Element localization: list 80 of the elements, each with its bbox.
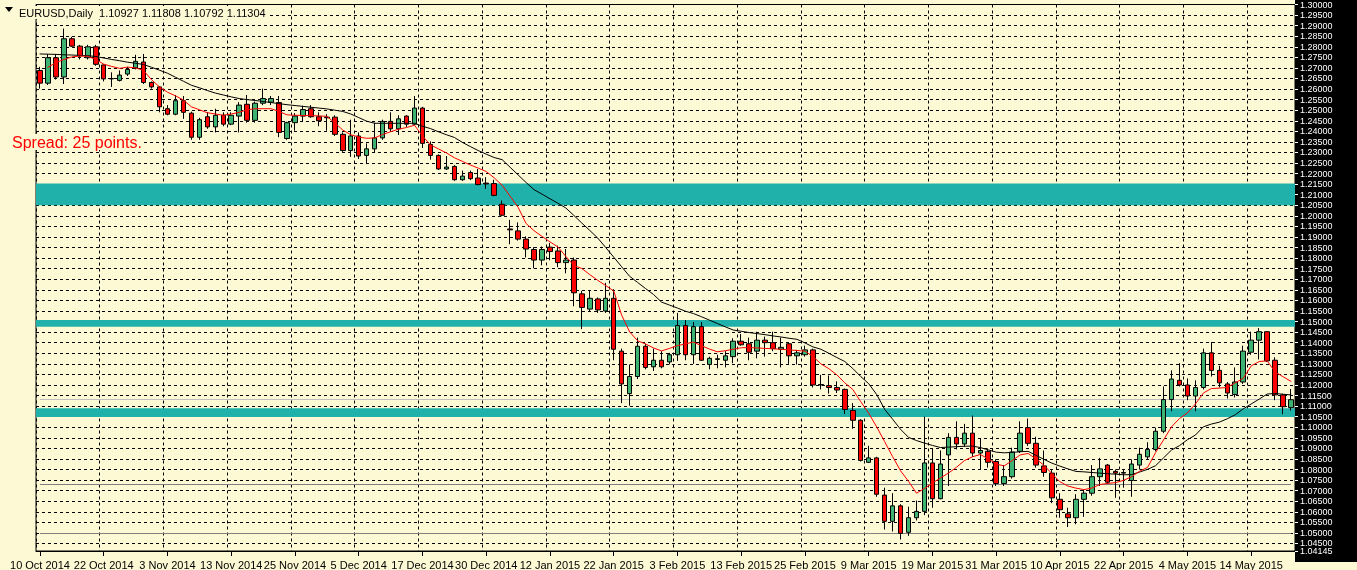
y-tick-label: 1.21000	[1300, 189, 1333, 200]
annotation: Spread: 25 points.	[12, 133, 142, 151]
y-tick-label: 1.04145	[1300, 546, 1333, 556]
x-tick-label: 22 Jan 2015	[583, 558, 644, 570]
x-tick-label: 4 May 2015	[1158, 558, 1217, 570]
y-tick-label: 1.25500	[1300, 94, 1333, 105]
y-tick-label: 1.14000	[1300, 337, 1333, 348]
candlestick	[197, 117, 202, 141]
y-tick-label: 1.10000	[1300, 422, 1333, 433]
y-tick-label: 1.15500	[1300, 305, 1333, 316]
y-tick-label: 1.14500	[1300, 327, 1333, 338]
chart-title: EURUSD,Daily 1.10927 1.11808 1.10792 1.11304	[19, 6, 266, 19]
y-tick-label: 1.18500	[1300, 242, 1333, 253]
y-tick-label: 1.09500	[1300, 432, 1333, 443]
y-tick-label: 1.18000	[1300, 253, 1333, 264]
y-tick-label: 1.24500	[1300, 115, 1333, 126]
y-tick-label: 1.19000	[1300, 232, 1333, 243]
x-tick-label: 3 Feb 2015	[649, 558, 706, 570]
y-tick-label: 1.17500	[1300, 263, 1333, 274]
y-tick-label: 1.17000	[1300, 274, 1333, 285]
y-tick-label: 1.05500	[1300, 517, 1333, 528]
y-tick-label: 1.23000	[1300, 147, 1333, 158]
y-tick-label: 1.26500	[1300, 73, 1333, 84]
y-tick-label: 1.16000	[1300, 295, 1333, 306]
y-tick-label: 1.27000	[1300, 62, 1333, 73]
y-tick-label: 1.13000	[1300, 358, 1333, 369]
x-tick-label: 30 Dec 2014	[455, 558, 518, 570]
y-tick-label: 1.20000	[1300, 210, 1333, 221]
y-tick-label: 1.15000	[1300, 316, 1333, 327]
y-tick-label: 1.11000	[1300, 401, 1332, 412]
y-tick-label: 1.06000	[1300, 506, 1333, 517]
y-tick-label: 1.08500	[1300, 453, 1333, 464]
y-tick-label: 1.25000	[1300, 105, 1333, 116]
y-tick-label: 1.13500	[1300, 348, 1333, 359]
y-tick-label: 1.07500	[1300, 475, 1333, 486]
x-tick-label: 10 Oct 2014	[10, 558, 70, 570]
x-tick-label: 31 Mar 2015	[965, 558, 1028, 570]
y-tick-label: 1.28000	[1300, 41, 1333, 52]
x-tick-label: 19 Mar 2015	[901, 558, 964, 570]
y-tick-label: 1.27500	[1300, 52, 1333, 63]
candlestick	[491, 179, 497, 197]
y-tick-label: 1.16500	[1300, 284, 1333, 295]
y-tick-label: 1.12500	[1300, 369, 1333, 380]
x-tick-label: 25 Feb 2015	[774, 558, 836, 570]
x-tick-label: 13 Feb 2015	[710, 558, 773, 570]
x-tick-label: 10 Apr 2015	[1030, 558, 1090, 570]
x-tick-label: 17 Dec 2014	[391, 558, 454, 570]
x-tick-label: 14 May 2015	[1219, 558, 1283, 570]
x-tick-label: 25 Nov 2014	[263, 558, 327, 570]
y-tick-label: 1.11500	[1300, 390, 1332, 401]
y-tick-label: 1.29500	[1300, 10, 1333, 21]
x-tick-label: 22 Oct 2014	[73, 558, 134, 570]
candlestick	[483, 176, 489, 190]
y-tick-label: 1.19500	[1300, 221, 1333, 232]
y-tick-label: 1.12000	[1300, 379, 1333, 390]
y-tick-label: 1.09000	[1300, 443, 1333, 454]
x-tick-label: 9 Mar 2015	[840, 558, 897, 570]
y-tick-label: 1.29000	[1300, 20, 1333, 31]
x-tick-label: 3 Nov 2014	[139, 558, 196, 570]
x-tick-label: 13 Nov 2014	[200, 558, 263, 570]
y-tick-label: 1.24000	[1300, 126, 1333, 137]
candlestick	[707, 356, 712, 370]
y-tick-label: 1.07000	[1300, 485, 1333, 496]
y-tick-label: 1.06500	[1300, 496, 1333, 507]
candlestick	[683, 319, 688, 361]
y-tick-label: 1.20500	[1300, 200, 1333, 211]
y-tick-label: 1.23500	[1300, 136, 1333, 147]
y-tick-label: 1.28500	[1300, 31, 1333, 42]
x-tick-label: 22 Apr 2015	[1094, 558, 1154, 570]
x-tick-label: 5 Dec 2014	[330, 558, 387, 570]
y-tick-label: 1.22500	[1300, 158, 1333, 169]
y-tick-label: 1.08000	[1300, 464, 1333, 475]
y-tick-label: 1.21500	[1300, 179, 1333, 190]
y-tick-label: 1.26000	[1300, 84, 1333, 95]
y-tick-label: 1.22000	[1300, 168, 1333, 179]
y-tick-label: 1.04500	[1300, 538, 1333, 549]
y-tick-label: 1.30000	[1300, 0, 1333, 10]
y-tick-label: 1.10500	[1300, 411, 1333, 422]
y-tick-label: 1.05000	[1300, 527, 1333, 538]
x-tick-label: 12 Jan 2015	[519, 558, 581, 570]
